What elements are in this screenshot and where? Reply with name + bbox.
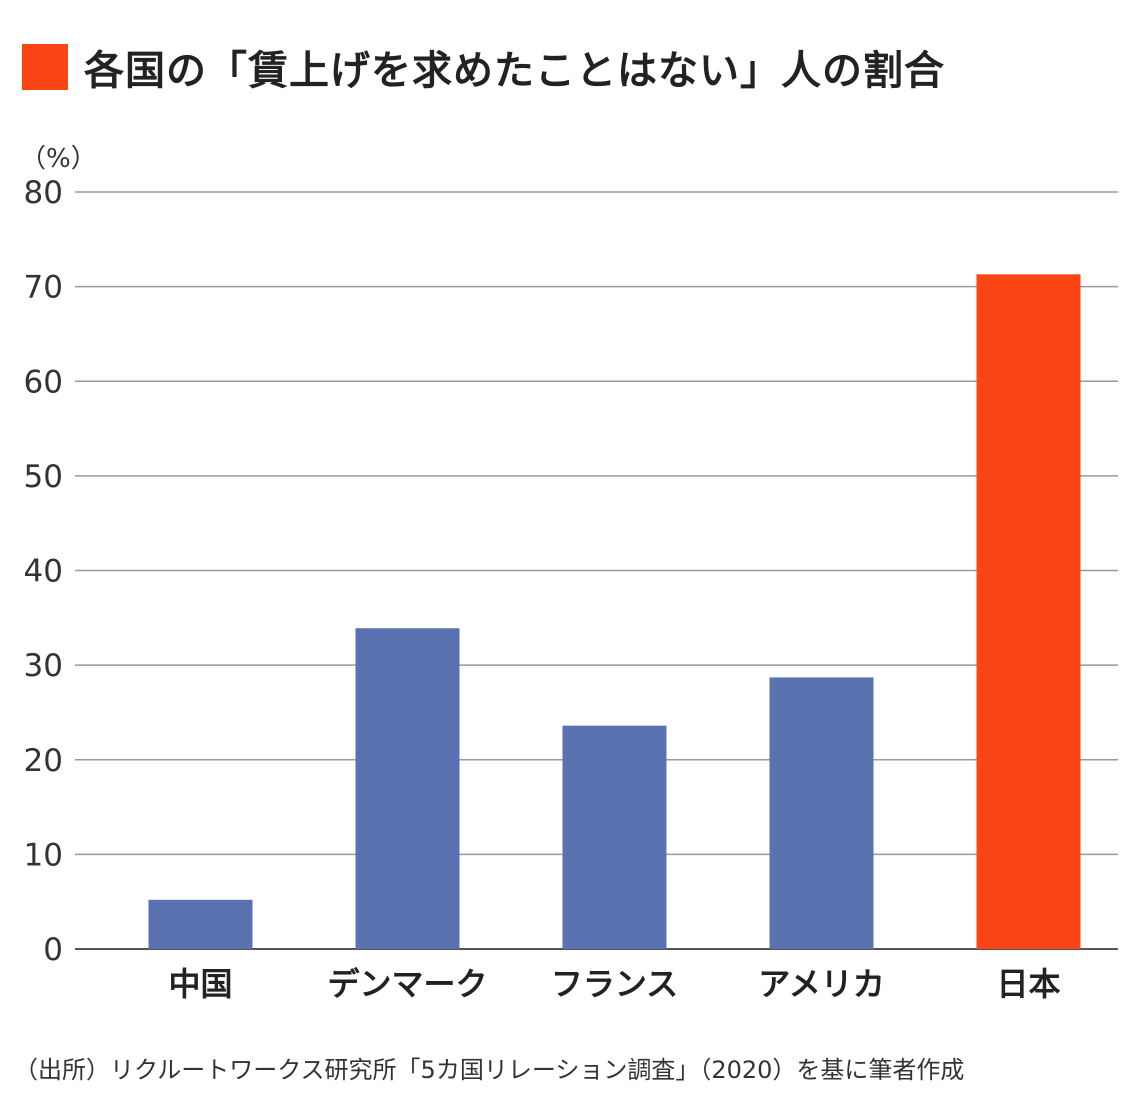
y-axis-unit-label: （%） <box>20 144 97 174</box>
x-tick-label: 中国 <box>168 965 232 1003</box>
bar-2 <box>562 725 667 949</box>
bar-3 <box>769 677 874 949</box>
title-marker-square <box>22 44 68 90</box>
chart-title: 各国の「賃上げを求めたことはない」人の割合 <box>84 48 945 94</box>
bar-0 <box>148 899 253 949</box>
bar-chart: 0 10 20 30 40 50 60 70 80 中国 デンマーク フランス アメリカ 日本 <box>24 175 1118 1003</box>
y-tick-label: 50 <box>24 459 63 495</box>
x-tick-label: フランス <box>551 965 678 1003</box>
source-note: （出所）リクルートワークス研究所「5カ国リレーション調査」（2020）を基に筆者… <box>14 1056 965 1084</box>
x-tick-label: デンマーク <box>327 965 487 1003</box>
y-tick-label: 30 <box>24 648 63 684</box>
y-tick-label: 0 <box>43 932 63 968</box>
y-tick-label: 80 <box>24 175 63 211</box>
chart-title-block: 各国の「賃上げを求めたことはない」人の割合 <box>22 42 945 94</box>
y-tick-label: 20 <box>24 743 63 779</box>
bar-1 <box>355 628 460 949</box>
y-tick-label: 60 <box>24 364 63 400</box>
bar-4 <box>976 274 1081 950</box>
y-tick-label: 70 <box>24 270 63 306</box>
y-tick-label: 10 <box>24 837 63 873</box>
y-tick-label: 40 <box>24 554 63 590</box>
x-tick-label: 日本 <box>996 965 1060 1003</box>
x-tick-label: アメリカ <box>758 965 884 1003</box>
